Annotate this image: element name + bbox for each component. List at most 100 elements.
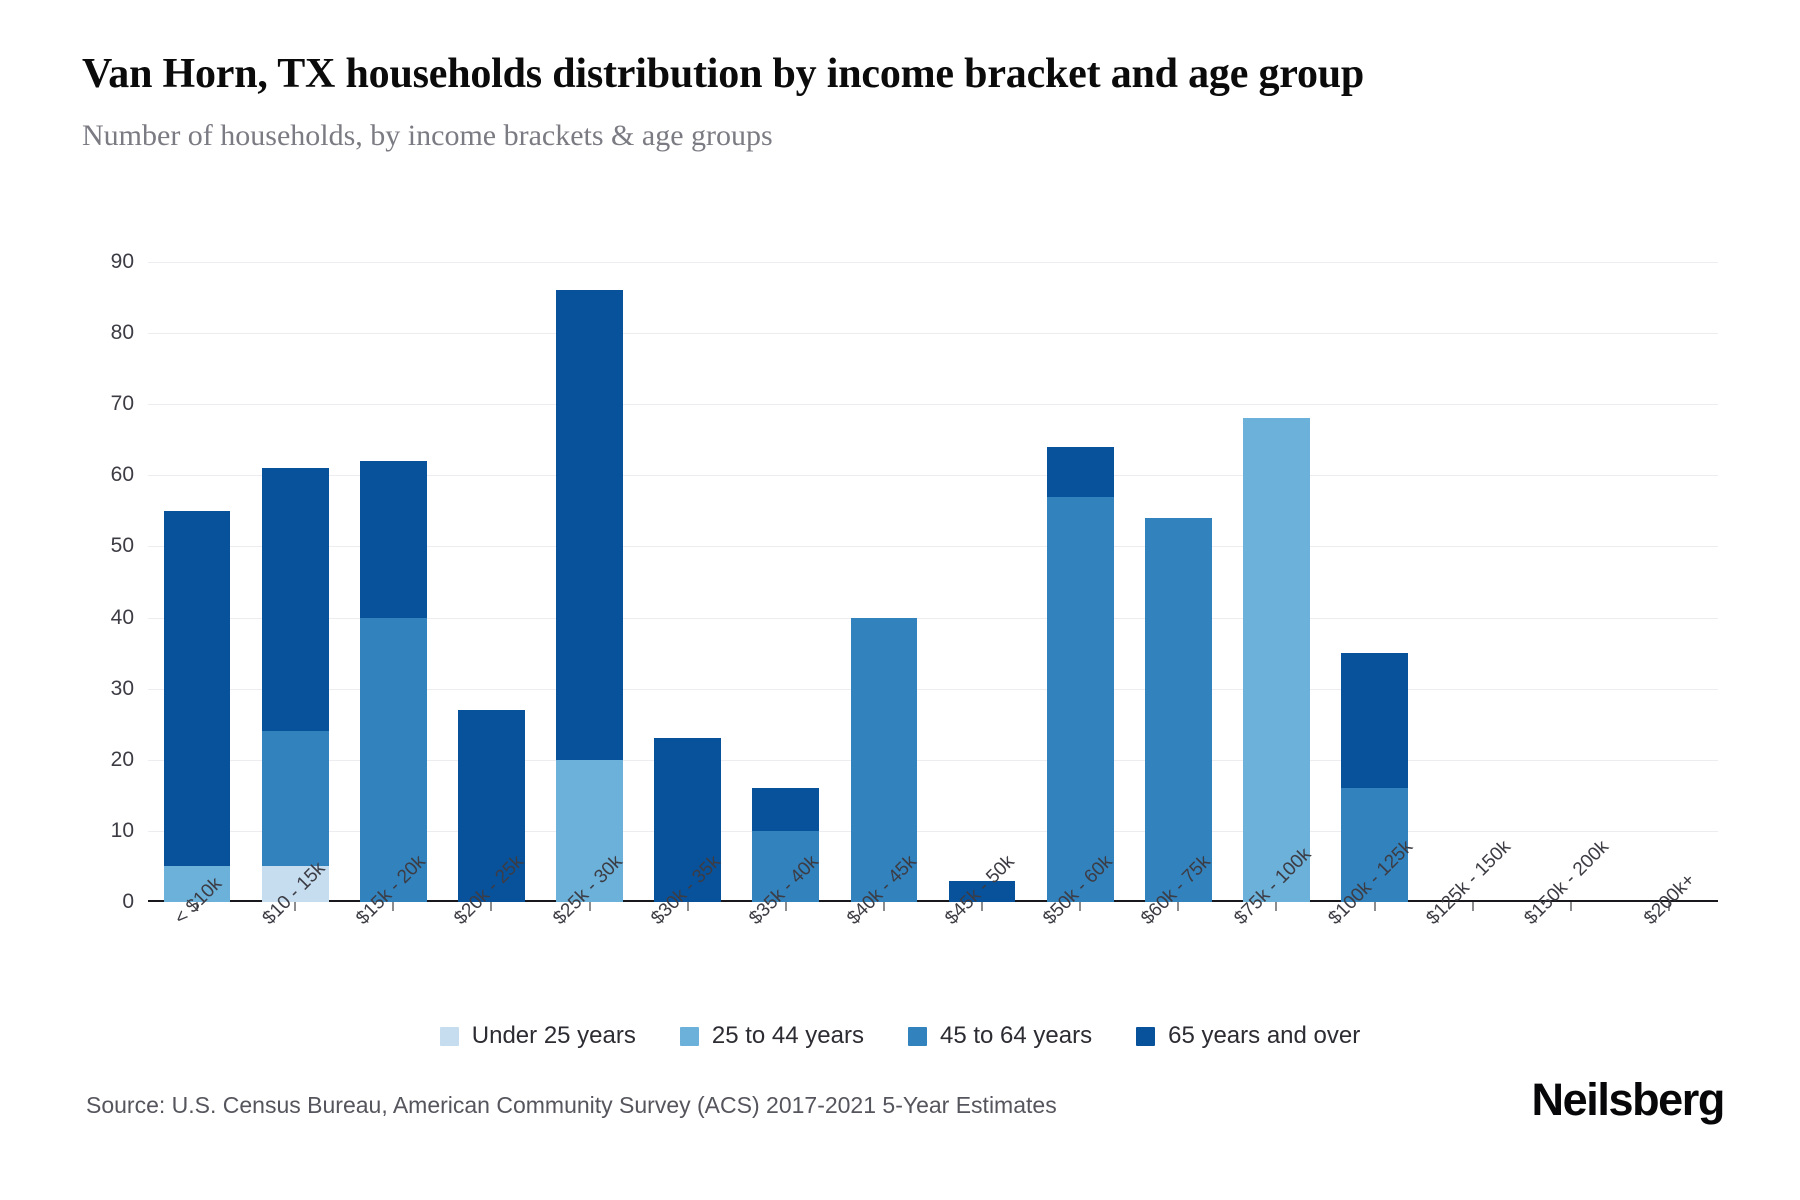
- legend-label: 45 to 64 years: [939, 1022, 1093, 1049]
- y-axis-tick-label: 60: [110, 463, 134, 487]
- x-label-slot: $10 - 15k: [246, 858, 344, 1038]
- bar-segment[interactable]: [359, 617, 427, 902]
- bar-slot: [1031, 262, 1129, 911]
- bar-segment[interactable]: [163, 866, 231, 902]
- bar-segment[interactable]: [556, 290, 623, 760]
- x-axis-tick: [589, 902, 591, 911]
- x-axis-labels: < $10k $10 - 15k $15k - 20k $20k - 25k $25k …: [148, 836, 1718, 1038]
- legend-swatch-icon: [907, 1026, 927, 1046]
- y-axis-tick-label: 20: [110, 747, 134, 771]
- stacked-bar[interactable]: [556, 290, 623, 902]
- bar-slot: [442, 262, 540, 911]
- bar-slot: [1620, 262, 1718, 911]
- grid-line: [148, 830, 1718, 832]
- y-axis-tick-label: 90: [110, 250, 134, 273]
- bar-slot: [639, 262, 737, 911]
- chart-header: Van Horn, TX households distribution by …: [82, 48, 1642, 155]
- x-axis-tick: [1374, 902, 1376, 911]
- x-label-slot: $30k - 35k: [639, 851, 737, 1038]
- grid-line: [148, 688, 1718, 690]
- x-axis-tick: [392, 902, 394, 911]
- legend-label: 65 years and over: [1168, 1022, 1361, 1049]
- grid-line: [148, 475, 1718, 477]
- stacked-bar[interactable]: [752, 788, 820, 902]
- bar-slot: [1424, 262, 1522, 911]
- x-label-slot: < $10k: [148, 873, 246, 1038]
- stacked-bar[interactable]: [163, 510, 231, 902]
- bar-segment[interactable]: [752, 830, 820, 902]
- x-axis-tick: [294, 902, 296, 911]
- x-label-slot: $40k - 45k: [835, 851, 933, 1038]
- page-title: Van Horn, TX households distribution by …: [82, 51, 1365, 97]
- x-axis-tick: [1472, 902, 1474, 911]
- legend-label: 25 to 44 years: [711, 1022, 864, 1049]
- legend-item[interactable]: 25 to 44 years: [679, 1022, 864, 1050]
- stacked-bar[interactable]: [359, 461, 427, 902]
- x-label-slot: $150k - 200k: [1520, 836, 1620, 1038]
- bar-segment[interactable]: [163, 510, 231, 867]
- bar-segment[interactable]: [458, 710, 525, 902]
- bar-segment[interactable]: [850, 617, 918, 902]
- bar-group: [148, 262, 1718, 911]
- y-axis-tick-label: 10: [110, 818, 134, 842]
- stacked-bar[interactable]: [458, 710, 525, 902]
- x-axis-line: [148, 900, 1718, 902]
- grid-area: [148, 262, 1718, 911]
- bar-segment[interactable]: [359, 461, 427, 618]
- x-axis-tick: [1570, 902, 1572, 911]
- y-axis-tick-label: 80: [110, 321, 134, 345]
- legend: Under 25 years 25 to 44 years 45 to 64 yea…: [0, 1022, 1800, 1050]
- bar-segment[interactable]: [261, 468, 329, 732]
- y-axis-tick-label: 70: [110, 392, 134, 416]
- stacked-bar[interactable]: [261, 468, 329, 902]
- stacked-bar[interactable]: [850, 617, 918, 902]
- bar-segment[interactable]: [948, 880, 1016, 902]
- x-label-slot: $125k - 150k: [1422, 836, 1522, 1038]
- stacked-bar[interactable]: [1144, 518, 1212, 902]
- bar-segment[interactable]: [1341, 788, 1408, 902]
- legend-swatch-icon: [1136, 1026, 1156, 1046]
- grid-line: [148, 404, 1718, 406]
- bar-segment[interactable]: [752, 788, 820, 831]
- grid-line: [148, 617, 1718, 619]
- y-axis: 0 10 20 30 40 50 60 70 80 90: [82, 250, 148, 913]
- legend-item[interactable]: 45 to 64 years: [907, 1022, 1093, 1050]
- legend-item[interactable]: 65 years and over: [1136, 1022, 1360, 1050]
- bar-segment[interactable]: [556, 759, 623, 902]
- bar-slot: [148, 262, 246, 911]
- bar-segment[interactable]: [1046, 446, 1114, 497]
- brand-logo: Neilsberg: [1531, 1074, 1726, 1125]
- bar-segment[interactable]: [1243, 418, 1310, 902]
- x-label-slot: $50k - 60k: [1031, 851, 1129, 1038]
- bar-segment[interactable]: [654, 738, 722, 902]
- bar-slot: [1129, 262, 1227, 911]
- legend-swatch-icon: [439, 1026, 459, 1046]
- grid-line: [148, 759, 1718, 761]
- stacked-bar[interactable]: [1341, 653, 1408, 902]
- bar-segment[interactable]: [1144, 518, 1212, 902]
- x-label-slot: $75k - 100k: [1227, 844, 1325, 1038]
- bar-segment[interactable]: [1046, 496, 1114, 902]
- stacked-bar[interactable]: [1243, 418, 1310, 902]
- bar-segment[interactable]: [261, 866, 329, 902]
- stacked-bar[interactable]: [1046, 446, 1114, 902]
- y-axis-tick-label: 30: [110, 676, 134, 700]
- legend-swatch-icon: [679, 1026, 699, 1046]
- grid-line: [148, 262, 1718, 263]
- stacked-bar[interactable]: [948, 880, 1016, 902]
- stacked-bar[interactable]: [654, 738, 722, 902]
- bar-segment[interactable]: [261, 731, 329, 867]
- legend-label: Under 25 years: [471, 1022, 636, 1049]
- bar-slot: [1522, 262, 1620, 911]
- x-label-slot: $15k - 20k: [344, 851, 442, 1038]
- x-label-slot: $60k - 75k: [1129, 851, 1227, 1038]
- x-axis-tick: [1177, 902, 1179, 911]
- legend-item[interactable]: Under 25 years: [439, 1022, 636, 1050]
- bar-slot: [1326, 262, 1424, 911]
- y-axis-tick-label: 0: [122, 890, 134, 913]
- bar-segment[interactable]: [1341, 653, 1408, 789]
- source-note: Source: U.S. Census Bureau, American Com…: [86, 1092, 1057, 1118]
- y-axis-tick-label: 40: [110, 605, 134, 629]
- grid-line: [148, 333, 1718, 335]
